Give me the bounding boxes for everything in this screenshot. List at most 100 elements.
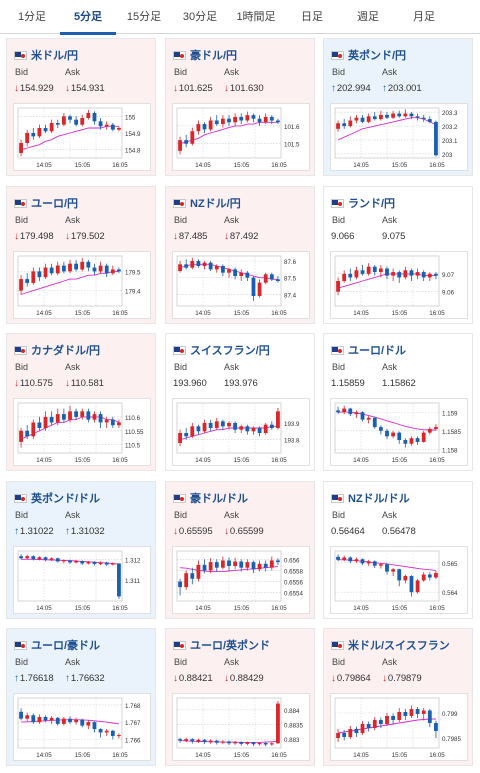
y-tick-label: 0.7985 [442, 736, 461, 743]
rate-card[interactable]: 米ドル/円 Bid Ask ↓154.929 ↓154.931 155 154.9 154.8… [6, 38, 156, 176]
candle-body [434, 427, 438, 429]
candle-body [385, 564, 389, 572]
tab-15分足[interactable]: 15分足 [126, 11, 162, 23]
candle-body [68, 560, 72, 563]
rate-card[interactable]: 米ドル/スイスフラン Bid Ask ↓0.79864 ↓0.79879 0.799 0.7… [323, 628, 473, 766]
y-tick-label: 110.6 [125, 415, 141, 422]
candle-body [276, 120, 280, 123]
tab-月足[interactable]: 月足 [413, 11, 435, 23]
candle-body [110, 419, 115, 426]
candlestick-chart-svg: 155 154.9 154.8 14:05 15:05 16:05 [17, 107, 141, 169]
bid-value: ↑1.31022 [14, 526, 54, 537]
bid-value: ↓101.625 [173, 83, 213, 94]
rate-card[interactable]: スイスフラン/円 Bid Ask 193.960 193.976 193.9 193.8 14… [165, 333, 315, 471]
currency-pair-link[interactable]: 米ドル/円 [14, 47, 78, 62]
currency-pair-link[interactable]: 英ポンド/円 [331, 47, 406, 62]
rate-card[interactable]: ユーロ/英ポンド Bid Ask ↓0.88421 ↓0.88429 0.884 0.883… [165, 628, 315, 766]
tab-週足[interactable]: 週足 [357, 11, 379, 23]
candle-body [251, 742, 256, 745]
y-tick-label: 101.6 [284, 124, 300, 131]
candle-body [403, 113, 408, 117]
candle-body [37, 557, 42, 560]
rate-card[interactable]: NZドル/ドル Bid Ask 0.56464 0.56478 0.565 0.564 14:… [323, 481, 473, 619]
price-chart[interactable]: 179.5 179.4 14:05 15:05 16:05 [13, 251, 151, 319]
currency-pair-link[interactable]: ユーロ/ドル [331, 342, 406, 357]
ask-label: Ask [224, 67, 240, 77]
candle-body [360, 724, 365, 733]
price-chart[interactable]: 1.159 1.1585 1.158 14:05 15:05 16:05 [330, 398, 468, 466]
candle-body [342, 733, 347, 737]
price-chart[interactable]: 101.6 101.5 14:05 15:05 16:05 [172, 103, 310, 171]
up-arrow-icon: ↑ [14, 526, 19, 537]
price-chart[interactable]: 1.312 1.311 14:05 15:05 16:05 [13, 546, 151, 614]
price-chart[interactable]: 1.768 1.767 1.766 14:05 15:05 16:05 [13, 693, 151, 761]
rate-card[interactable]: ユーロ/豪ドル Bid Ask ↑1.76618 ↑1.76632 1.768 1.767 1… [6, 628, 156, 766]
price-chart[interactable]: 0.656 0.6558 0.6556 0.6554 14:05 15:05 16:05 [172, 546, 310, 614]
candle-body [378, 268, 383, 273]
rate-card[interactable]: NZドル/円 Bid Ask ↓87.485 ↓87.492 87.6 87.5 87.4 14… [165, 186, 315, 324]
currency-pair-link[interactable]: NZドル/ドル [331, 490, 410, 505]
currency-pair-link[interactable]: ユーロ/豪ドル [14, 637, 100, 652]
price-chart[interactable]: 87.6 87.5 87.4 14:05 15:05 16:05 [172, 251, 310, 319]
candle-body [233, 269, 238, 276]
bid-price: 9.066 [331, 231, 355, 242]
rate-card[interactable]: ランド/円 Bid Ask 9.066 9.075 9.07 9.06 14:05 15:05 1… [323, 186, 473, 324]
ask-value: ↑1.76632 [65, 673, 105, 684]
rate-card[interactable]: ユーロ/円 Bid Ask ↓179.498 ↓179.502 179.5 179.4 14:… [6, 186, 156, 324]
bid-price: 0.79864 [336, 673, 371, 684]
price-chart[interactable]: 0.799 0.7985 14:05 15:05 16:05 [330, 693, 468, 761]
candle-body [427, 574, 432, 578]
candle-body [19, 711, 23, 719]
candle-body [378, 720, 383, 724]
tab-5分足[interactable]: 5分足 [60, 0, 116, 35]
candle-body [68, 116, 72, 120]
price-chart[interactable]: 0.565 0.564 14:05 15:05 16:05 [330, 546, 468, 614]
currency-pair-link[interactable]: カナダドル/円 [14, 342, 100, 357]
candle-body [421, 117, 426, 120]
bid-label: Bid [174, 657, 188, 667]
currency-pair-link[interactable]: ランド/円 [331, 195, 395, 210]
price-chart[interactable]: 0.884 0.8835 0.883 14:05 15:05 16:05 [172, 693, 310, 761]
ask-label: Ask [224, 510, 240, 520]
currency-pair-link[interactable]: 豪ドル/円 [173, 47, 237, 62]
candle-body [86, 411, 91, 420]
rate-card[interactable]: カナダドル/円 Bid Ask ↓110.575 ↓110.581 110.6 110.55… [6, 333, 156, 471]
rate-card[interactable]: 豪ドル/円 Bid Ask ↓101.625 ↓101.630 101.6 101.5 14:… [165, 38, 315, 176]
currency-pair-name: ユーロ/英ポンド [190, 640, 271, 652]
plot-frame [334, 107, 440, 159]
candle-body [61, 116, 66, 125]
tab-1時間足[interactable]: 1時間足 [236, 11, 276, 23]
bid-value: ↓0.88421 [173, 673, 213, 684]
x-tick-label: 14:05 [36, 310, 52, 317]
rate-card[interactable]: 英ポンド/ドル Bid Ask ↑1.31022 ↑1.31032 1.312 1.311 1… [6, 481, 156, 619]
candle-body [342, 557, 347, 560]
candle-body [434, 723, 438, 731]
x-tick-label: 14:05 [36, 457, 52, 464]
rate-card[interactable]: 豪ドル/ドル Bid Ask ↓0.65595 ↓0.65599 0.656 0.6558 0… [165, 481, 315, 619]
y-tick-label: 101.5 [284, 142, 300, 149]
down-arrow-icon: ↓ [224, 83, 229, 94]
price-chart[interactable]: 110.6 110.55 110.5 14:05 15:05 16:05 [13, 398, 151, 466]
currency-pair-link[interactable]: NZドル/円 [173, 195, 241, 210]
candle-body [196, 564, 201, 579]
candle-body [86, 722, 91, 726]
candle-body [190, 573, 195, 579]
currency-pair-link[interactable]: ユーロ/英ポンド [173, 637, 271, 652]
tab-1分足[interactable]: 1分足 [17, 11, 47, 23]
rate-card[interactable]: ユーロ/ドル Bid Ask 1.15859 1.15862 1.159 1.1585 1.1… [323, 333, 473, 471]
price-chart[interactable]: 155 154.9 154.8 14:05 15:05 16:05 [13, 103, 151, 171]
currency-pair-link[interactable]: ユーロ/円 [14, 195, 78, 210]
candlestick-chart-svg: 87.6 87.5 87.4 14:05 15:05 16:05 [176, 255, 297, 317]
price-chart[interactable]: 193.9 193.8 14:05 15:05 16:05 [172, 398, 310, 466]
ask-price: 179.502 [70, 231, 105, 242]
currency-pair-link[interactable]: 米ドル/スイスフラン [331, 637, 450, 652]
currency-pair-link[interactable]: スイスフラン/円 [173, 342, 270, 357]
price-chart[interactable]: 9.07 9.06 14:05 15:05 16:05 [330, 251, 468, 319]
tab-30分足[interactable]: 30分足 [182, 11, 218, 23]
price-chart[interactable]: 203.3 203.2 203.1 203 14:05 15:05 16:05 [330, 103, 468, 171]
currency-pair-link[interactable]: 英ポンド/ドル [14, 490, 100, 505]
rate-card[interactable]: 英ポンド/円 Bid Ask ↑202.994 ↑203.001 203.3 203.2 20… [323, 38, 473, 176]
ask-price: 0.88429 [229, 673, 264, 684]
tab-日足[interactable]: 日足 [301, 11, 323, 23]
currency-pair-link[interactable]: 豪ドル/ドル [173, 490, 248, 505]
